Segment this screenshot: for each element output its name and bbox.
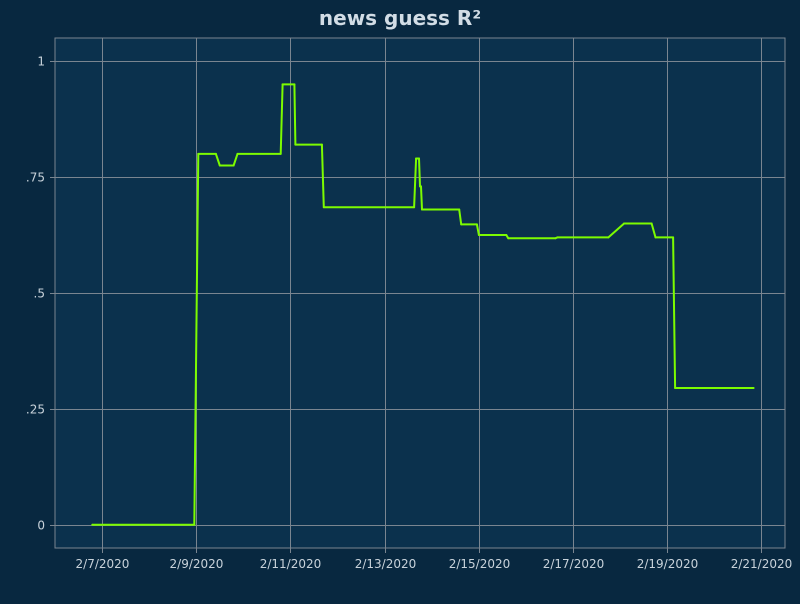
y-tick-label: .5: [34, 287, 45, 301]
data-point: [623, 222, 626, 225]
data-point: [607, 236, 610, 239]
data-point: [674, 387, 677, 389]
data-point: [554, 237, 557, 240]
data-point: [420, 185, 422, 188]
data-point: [507, 237, 510, 240]
data-point: [294, 143, 297, 146]
data-point: [218, 164, 221, 167]
chart-title: news guess R²: [318, 6, 482, 30]
x-tick-label: 2/13/2020: [355, 557, 417, 571]
x-tick-label: 2/21/2020: [731, 557, 793, 571]
data-point: [91, 523, 94, 526]
data-point: [236, 152, 239, 155]
y-tick-label: 1: [37, 55, 45, 69]
data-point: [556, 236, 559, 239]
data-point: [232, 164, 235, 167]
tick-labels: 2/7/2020 2/9/2020 2/11/2020 2/13/2020 2/15/2…: [26, 55, 792, 572]
series-layer: [91, 83, 755, 526]
data-point: [281, 83, 284, 86]
data-point: [650, 222, 653, 225]
data-point: [477, 234, 480, 236]
data-point: [654, 236, 657, 239]
data-point: [293, 83, 296, 86]
data-point: [197, 152, 200, 155]
data-point: [279, 152, 282, 155]
data-point: [752, 387, 755, 389]
data-point: [458, 208, 461, 211]
data-point: [415, 157, 418, 160]
data-point: [672, 236, 675, 239]
data-point: [322, 206, 325, 209]
data-point: [320, 143, 323, 146]
grid: [50, 38, 785, 553]
data-point: [460, 223, 463, 226]
data-point: [193, 523, 196, 526]
data-point: [505, 234, 508, 236]
data-point: [413, 206, 416, 209]
y-tick-label: 0: [37, 519, 45, 533]
x-tick-label: 2/15/2020: [449, 557, 511, 571]
y-tick-label: .75: [26, 171, 45, 185]
data-point: [418, 157, 420, 160]
data-point: [421, 208, 423, 211]
x-tick-label: 2/11/2020: [260, 557, 322, 571]
y-tick-label: .25: [26, 403, 45, 417]
x-tick-label: 2/9/2020: [170, 557, 224, 571]
x-tick-label: 2/19/2020: [637, 557, 699, 571]
x-tick-label: 2/7/2020: [76, 557, 130, 571]
data-point: [214, 152, 217, 155]
data-point: [475, 223, 478, 226]
x-tick-label: 2/17/2020: [543, 557, 605, 571]
